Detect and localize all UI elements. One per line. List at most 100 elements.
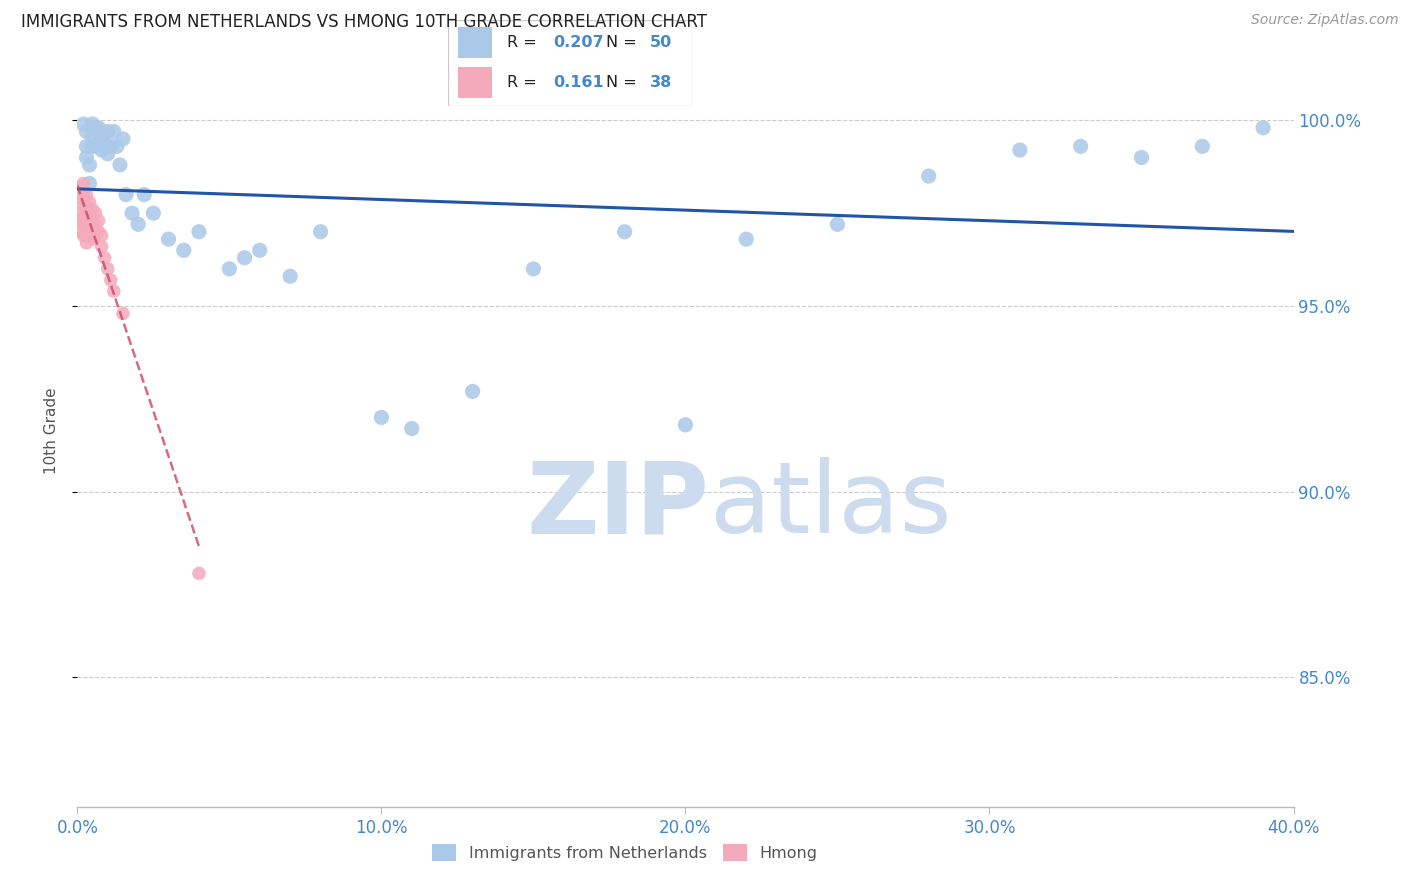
Point [142, 206, 165, 220]
Point [97, 124, 120, 138]
Point [82, 221, 104, 235]
Point [103, 124, 125, 138]
Point [278, 269, 301, 284]
Text: ZIP: ZIP [527, 458, 710, 554]
Point [249, 244, 271, 258]
Point [90, 128, 112, 143]
Point [82, 128, 104, 143]
Point [173, 244, 195, 258]
Point [370, 410, 392, 425]
Point [79, 177, 101, 191]
Point [1251, 120, 1274, 135]
Y-axis label: 10th Grade: 10th Grade [44, 387, 59, 474]
Point [90, 239, 112, 253]
Point [72, 177, 94, 191]
Point [75, 199, 97, 213]
Point [75, 139, 97, 153]
FancyBboxPatch shape [449, 20, 692, 106]
Point [115, 187, 138, 202]
Point [233, 251, 256, 265]
Point [75, 221, 97, 235]
Point [93, 251, 115, 265]
Point [127, 217, 149, 231]
Point [97, 261, 120, 276]
Point [1070, 139, 1092, 153]
Point [1191, 139, 1213, 153]
Point [72, 187, 94, 202]
Point [188, 225, 211, 239]
Point [82, 213, 104, 227]
Point [84, 228, 107, 243]
Point [75, 210, 97, 224]
Legend: Immigrants from Netherlands, Hmong: Immigrants from Netherlands, Hmong [426, 838, 824, 867]
Point [87, 120, 110, 135]
Point [75, 187, 97, 202]
Point [75, 151, 97, 165]
Text: N =: N = [606, 75, 643, 90]
Point [188, 566, 211, 581]
Point [157, 232, 180, 246]
Point [111, 132, 134, 146]
Point [75, 228, 97, 243]
Text: 50: 50 [650, 35, 672, 50]
Point [82, 202, 104, 217]
Text: Source: ZipAtlas.com: Source: ZipAtlas.com [1251, 13, 1399, 28]
Point [93, 136, 115, 150]
Point [69, 180, 91, 194]
Point [84, 139, 107, 153]
Point [79, 158, 101, 172]
Point [613, 225, 636, 239]
Point [87, 225, 110, 239]
Text: atlas: atlas [710, 458, 952, 554]
FancyBboxPatch shape [458, 67, 492, 97]
Point [134, 187, 156, 202]
Text: IMMIGRANTS FROM NETHERLANDS VS HMONG 10TH GRADE CORRELATION CHART: IMMIGRANTS FROM NETHERLANDS VS HMONG 10T… [21, 13, 707, 31]
Point [69, 213, 91, 227]
Point [79, 217, 101, 231]
Point [121, 206, 143, 220]
Point [84, 217, 107, 231]
Point [79, 195, 101, 210]
Point [72, 117, 94, 131]
Point [675, 417, 697, 432]
Point [827, 217, 849, 231]
Point [461, 384, 484, 399]
Point [72, 199, 94, 213]
Text: R =: R = [506, 35, 541, 50]
Point [90, 228, 112, 243]
Text: 0.207: 0.207 [553, 35, 603, 50]
FancyBboxPatch shape [458, 28, 492, 58]
Point [401, 421, 423, 435]
Point [84, 120, 107, 135]
Point [72, 217, 94, 231]
Point [90, 143, 112, 157]
Point [87, 213, 110, 227]
Point [69, 206, 91, 220]
Text: R =: R = [506, 75, 547, 90]
Point [1130, 151, 1153, 165]
Point [735, 232, 758, 246]
Text: N =: N = [606, 35, 643, 50]
Point [72, 210, 94, 224]
Point [108, 158, 131, 172]
Point [105, 139, 128, 153]
Point [69, 191, 91, 205]
Point [918, 169, 941, 183]
Point [1008, 143, 1031, 157]
Point [111, 306, 134, 320]
Point [79, 206, 101, 220]
Point [72, 228, 94, 243]
Point [82, 232, 104, 246]
Text: 0.161: 0.161 [553, 75, 603, 90]
Point [75, 235, 97, 250]
Point [82, 139, 104, 153]
Point [100, 139, 122, 153]
Point [218, 261, 240, 276]
Point [97, 146, 120, 161]
Point [103, 284, 125, 298]
Point [87, 136, 110, 150]
Point [69, 225, 91, 239]
Point [79, 228, 101, 243]
Point [522, 261, 544, 276]
Text: 38: 38 [650, 75, 672, 90]
